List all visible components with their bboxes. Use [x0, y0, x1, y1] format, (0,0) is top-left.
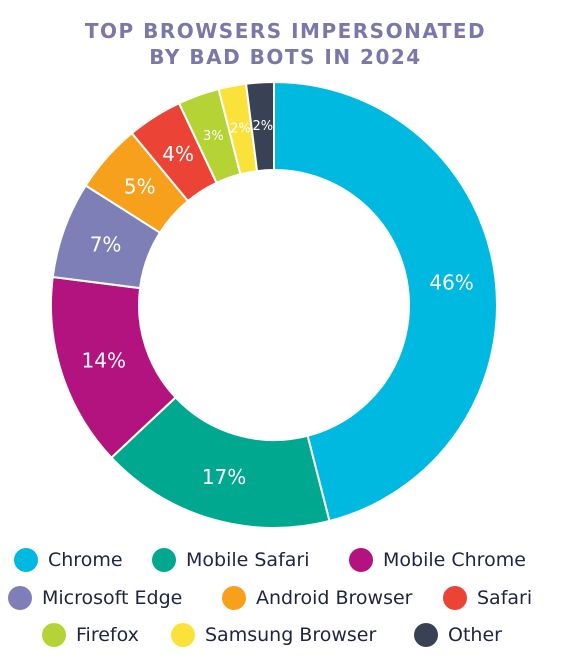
legend-label: Chrome	[48, 549, 123, 571]
slice-label-mobile-chrome: 14%	[82, 348, 126, 372]
legend-item-microsoft-edge: Microsoft Edge	[8, 583, 182, 613]
legend-swatch	[171, 623, 195, 647]
legend-swatch	[8, 586, 32, 610]
chart-title: TOP BROWSERS IMPERSONATED BY BAD BOTS IN…	[0, 18, 571, 70]
chart-title-line-1: TOP BROWSERS IMPERSONATED	[84, 19, 487, 43]
legend-label: Other	[448, 624, 502, 646]
legend-swatch	[349, 548, 373, 572]
legend-item-mobile-safari: Mobile Safari	[152, 545, 310, 575]
slice-label-microsoft-edge: 7%	[90, 232, 122, 256]
legend-label: Firefox	[76, 624, 139, 646]
legend-item-samsung-browser: Samsung Browser	[171, 620, 376, 650]
slice-label-samsung-browser: 2%	[230, 122, 251, 137]
legend-swatch	[14, 548, 38, 572]
slice-label-other: 2%	[252, 119, 273, 134]
legend-label: Samsung Browser	[205, 624, 377, 646]
legend-label: Microsoft Edge	[42, 587, 183, 609]
legend-label: Mobile Safari	[186, 549, 310, 571]
legend-item-chrome: Chrome	[14, 545, 123, 575]
slice-label-android-browser: 5%	[124, 175, 156, 199]
slice-mobile-safari	[110, 396, 331, 529]
donut-chart: 46% 17% 14% 7% 5%4% 3% 2% 2%	[50, 80, 498, 529]
slice-other	[244, 80, 275, 173]
chart-title-line-2: BY BAD BOTS IN 2024	[149, 45, 422, 69]
slice-label-safari: 4%	[162, 142, 194, 166]
legend-swatch	[42, 623, 66, 647]
legend-swatch	[222, 586, 246, 610]
legend-item-other: Other	[414, 620, 502, 650]
slice-chrome	[273, 80, 498, 523]
slice-label-firefox: 3%	[203, 129, 224, 144]
legend-label: Android Browser	[256, 587, 413, 609]
legend-item-android-browser: Android Browser	[222, 583, 413, 613]
legend-label: Safari	[477, 587, 533, 609]
slice-label-chrome: 46%	[429, 271, 473, 295]
legend-swatch	[152, 548, 176, 572]
legend-swatch	[414, 623, 438, 647]
legend-item-mobile-chrome: Mobile Chrome	[349, 545, 526, 575]
legend-swatch	[443, 586, 467, 610]
legend-label: Mobile Chrome	[383, 549, 526, 571]
legend-item-safari: Safari	[443, 583, 532, 613]
legend-item-firefox: Firefox	[42, 620, 139, 650]
slice-label-mobile-safari: 17%	[202, 465, 246, 489]
